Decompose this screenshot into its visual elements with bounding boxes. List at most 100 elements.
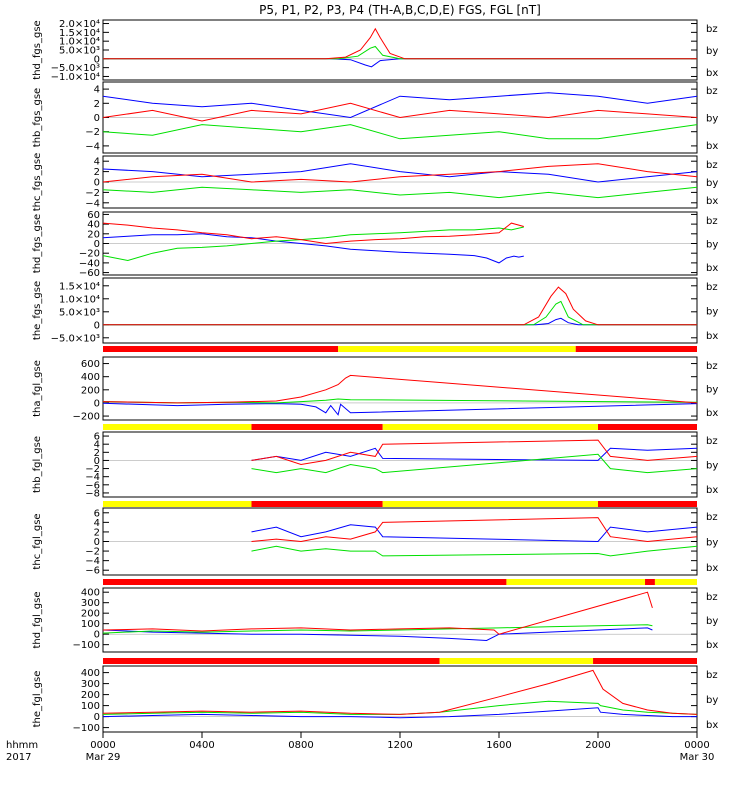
legend-bx: bx: [706, 196, 718, 207]
y-tick-label: −6: [85, 566, 100, 577]
status-segment-red: [575, 346, 697, 352]
y-tick-label: −200: [73, 412, 100, 423]
y-tick-label: 0: [94, 712, 100, 723]
y-tick-label: 200: [81, 385, 100, 396]
y-tick-label: 600: [81, 359, 100, 370]
chart-title: P5, P1, P2, P3, P4 (TH-A,B,C,D,E) FGS, F…: [259, 3, 541, 17]
status-bars: [103, 346, 697, 664]
y-tick-label: −5.0×10³: [51, 63, 100, 74]
status-segment-red: [251, 501, 383, 507]
legend-bx: bx: [706, 68, 718, 79]
legend-by: by: [706, 178, 718, 189]
legend-bz: bz: [706, 24, 718, 35]
legend-bx: bx: [706, 563, 718, 574]
legend-bz: bz: [706, 282, 718, 293]
series-bz-line: [251, 517, 698, 543]
x-tick-label: 0000: [90, 740, 115, 751]
y-tick-label: 0: [94, 537, 100, 548]
status-segment-red: [598, 424, 697, 430]
legend-by: by: [706, 114, 718, 125]
legend-bx: bx: [706, 485, 718, 496]
series-by-line: [102, 226, 524, 262]
status-segment-red: [598, 501, 697, 507]
series-by-line: [102, 624, 653, 634]
legend-by: by: [706, 385, 718, 396]
y-tick-label: 1.0×10⁴: [59, 37, 100, 48]
legend-by: by: [706, 695, 718, 706]
y-tick-label: 4: [94, 518, 100, 529]
status-segment-yellow: [103, 501, 252, 507]
y-tick-label: 1.5×10⁴: [59, 28, 100, 39]
y-tick-label: 40: [87, 220, 100, 231]
y-tick-label: −100: [73, 723, 100, 734]
legend-bz: bz: [706, 436, 718, 447]
y-tick-label: 400: [81, 668, 100, 679]
y-tick-label: 400: [81, 588, 100, 599]
panel-3: 420−2−4 thc_fgs_gse bz by bx: [32, 153, 718, 212]
status-segment-red: [103, 579, 507, 585]
legend-bz: bz: [706, 361, 718, 372]
y-tick-label: 2: [94, 167, 100, 178]
y-tick-label: −60: [79, 268, 100, 279]
legend-bx: bx: [706, 331, 718, 342]
series-bx-line: [251, 447, 698, 461]
y-axis-label: the_fgs_gse: [32, 281, 43, 340]
status-segment-red: [593, 658, 697, 664]
y-tick-label: 4: [94, 157, 100, 168]
legend-by: by: [706, 461, 718, 472]
y-tick-label: −8: [85, 488, 100, 499]
y-tick-label: 2: [94, 448, 100, 459]
y-tick-label: 2: [94, 527, 100, 538]
panel-frame: [102, 431, 698, 498]
panel-frame: [102, 19, 698, 81]
series-bx-line: [102, 163, 698, 183]
legend-bz: bz: [706, 592, 718, 603]
x-tick-label: 2000: [585, 740, 610, 751]
y-axis-label: thd_fgl_gse: [32, 592, 43, 649]
legend-bz: bz: [706, 86, 718, 97]
panel-frame: [102, 665, 698, 733]
series-bx-line: [102, 707, 697, 719]
y-tick-label: 2.0×10⁴: [59, 19, 100, 30]
x-tick-label: 1200: [387, 740, 412, 751]
y-axis-label: thd_fgs_gse: [32, 214, 43, 273]
y-tick-label: 4: [94, 440, 100, 451]
panel-frame: [102, 277, 698, 344]
x-date-label: Mar 29: [86, 752, 121, 763]
y-tick-label: 300: [81, 598, 100, 609]
series-bz-line: [102, 222, 524, 245]
hhmm-label: hhmm: [6, 740, 38, 751]
series-by-line: [251, 545, 698, 557]
status-segment-yellow: [654, 579, 697, 585]
y-tick-label: 0: [94, 456, 100, 467]
series-bx-line: [102, 402, 698, 416]
series-bx-line: [102, 627, 653, 642]
legend-bx: bx: [706, 141, 718, 152]
series-bz-line: [102, 163, 698, 183]
status-segment-red: [103, 658, 440, 664]
y-axis-label: thc_fgs_gse: [32, 153, 43, 212]
y-axis-label: thc_fgl_gse: [32, 513, 43, 569]
series-bx-line: [102, 92, 698, 119]
y-tick-label: −2: [85, 547, 100, 558]
legend-bz: bz: [706, 160, 718, 171]
y-tick-label: 20: [87, 229, 100, 240]
status-segment-yellow: [506, 579, 646, 585]
legend-bz: bz: [706, 670, 718, 681]
y-axis-label: thd_fgs_gse: [32, 20, 43, 79]
y-tick-label: −4: [85, 141, 100, 152]
y-axis-label: thb_fgs_gse: [32, 88, 43, 147]
y-tick-label: −2: [85, 188, 100, 199]
status-segment-red: [645, 579, 655, 585]
y-tick-label: 400: [81, 372, 100, 383]
legend-bz: bz: [706, 216, 718, 227]
legend-by: by: [706, 616, 718, 627]
series-bx-line: [251, 524, 698, 543]
series-by-line: [102, 124, 698, 140]
y-tick-label: −1.0×10⁴: [51, 72, 100, 83]
series-bz-line: [102, 591, 653, 635]
y-tick-label: 0: [94, 630, 100, 641]
x-tick-label: 0400: [189, 740, 214, 751]
